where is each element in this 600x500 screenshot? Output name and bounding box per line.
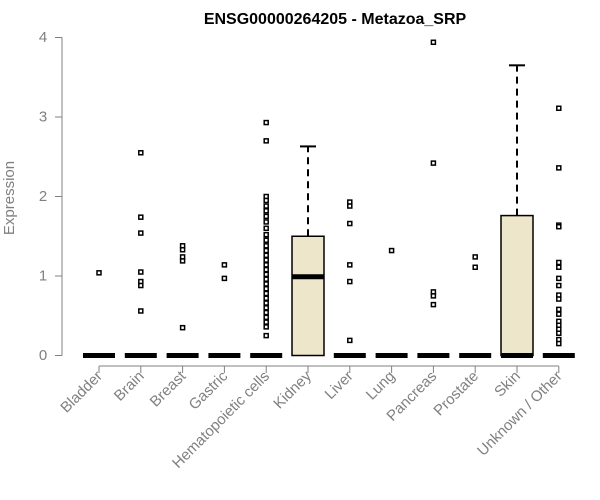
- outlier-point: [263, 219, 269, 225]
- outlier-point: [347, 220, 353, 227]
- boxes: [83, 39, 575, 358]
- outlier-point: [221, 262, 228, 268]
- y-axis: 0 1 2 3 4: [39, 29, 63, 364]
- outlier-point: [556, 306, 562, 313]
- x-tick-label: Breast: [147, 367, 190, 410]
- outlier-point: [263, 197, 269, 204]
- outlier-point: [347, 337, 353, 344]
- outlier-point: [556, 264, 562, 271]
- x-tick-label: Kidney: [270, 367, 315, 412]
- outlier-point: [179, 258, 186, 264]
- x-tick-label: Skin: [491, 368, 524, 401]
- box-skin: [500, 64, 534, 358]
- box-unknown-other: [542, 105, 575, 358]
- outlier-point: [263, 276, 269, 282]
- outlier-point: [263, 138, 269, 144]
- outlier-point: [138, 214, 144, 220]
- outlier-point: [388, 247, 395, 254]
- outlier-point: [263, 247, 269, 254]
- box-hematopoietic-cells: [250, 119, 283, 358]
- outlier-point: [430, 301, 437, 308]
- outlier-point: [556, 223, 562, 230]
- y-axis-label: Expression: [1, 161, 18, 235]
- outlier-point: [221, 275, 228, 282]
- outlier-point: [138, 150, 144, 156]
- outlier-point: [263, 119, 269, 126]
- box-body: [291, 235, 325, 357]
- outlier-point: [138, 230, 144, 236]
- outlier-point: [263, 225, 269, 232]
- outlier-point: [556, 311, 562, 317]
- x-tick-label: Lung: [363, 368, 399, 404]
- outlier-point: [430, 160, 437, 166]
- x-tick-label: Liver: [322, 368, 357, 403]
- y-tick-label: 4: [39, 29, 47, 46]
- outlier-point: [556, 259, 562, 266]
- outlier-point: [138, 308, 144, 314]
- outlier-point: [263, 314, 269, 321]
- box-body: [500, 214, 534, 357]
- outlier-point: [179, 324, 186, 331]
- y-tick-label: 1: [39, 268, 47, 285]
- outlier-point: [138, 269, 144, 275]
- outlier-point: [263, 208, 269, 214]
- y-tick-label: 2: [39, 188, 47, 205]
- outlier-point: [263, 295, 269, 302]
- outlier-point: [263, 309, 269, 316]
- outlier-point: [263, 266, 269, 273]
- outlier-point: [263, 281, 269, 287]
- outlier-point: [556, 275, 562, 282]
- outlier-point: [263, 290, 269, 297]
- box-pancreas: [417, 39, 450, 358]
- outlier-point: [96, 270, 102, 276]
- box-liver: [333, 199, 366, 358]
- outlier-point: [347, 203, 353, 209]
- outlier-point: [179, 247, 186, 253]
- outlier-point: [263, 257, 269, 263]
- box-kidney: [291, 145, 325, 357]
- outlier-point: [263, 243, 269, 249]
- outlier-point: [263, 252, 269, 259]
- outlier-point: [556, 340, 562, 347]
- x-tick-label: Prostate: [430, 368, 482, 420]
- box-bladder: [83, 270, 115, 358]
- box-prostate: [459, 254, 492, 358]
- outlier-point: [263, 203, 269, 209]
- outlier-point: [347, 262, 353, 268]
- y-tick-label: 3: [39, 109, 47, 126]
- x-tick-label: Brain: [111, 368, 148, 405]
- outlier-point: [347, 278, 353, 285]
- outlier-point: [556, 296, 562, 302]
- outlier-point: [263, 332, 269, 339]
- box-lung: [375, 247, 408, 358]
- y-tick-label: 0: [39, 347, 47, 364]
- outlier-point: [263, 285, 269, 292]
- outlier-point: [556, 165, 562, 171]
- outlier-point: [556, 330, 562, 336]
- outlier-point: [263, 271, 269, 278]
- outlier-point: [472, 254, 478, 260]
- outlier-point: [263, 231, 269, 238]
- chart-title: ENSG00000264205 - Metazoa_SRP: [204, 11, 467, 28]
- outlier-point: [263, 237, 269, 243]
- x-tick-label: Bladder: [57, 368, 106, 417]
- outlier-point: [263, 300, 269, 306]
- outlier-point: [263, 324, 269, 330]
- outlier-point: [263, 319, 269, 325]
- box-breast: [166, 243, 199, 358]
- outlier-point: [138, 282, 144, 289]
- outlier-point: [263, 262, 269, 268]
- outlier-point: [263, 305, 269, 311]
- box-gastric: [208, 262, 241, 358]
- outlier-point: [430, 293, 437, 299]
- outlier-point: [556, 105, 562, 112]
- outlier-point: [472, 264, 478, 271]
- outlier-point: [556, 282, 562, 289]
- outlier-point: [430, 39, 437, 46]
- outlier-point: [263, 213, 269, 220]
- box-brain: [124, 150, 157, 358]
